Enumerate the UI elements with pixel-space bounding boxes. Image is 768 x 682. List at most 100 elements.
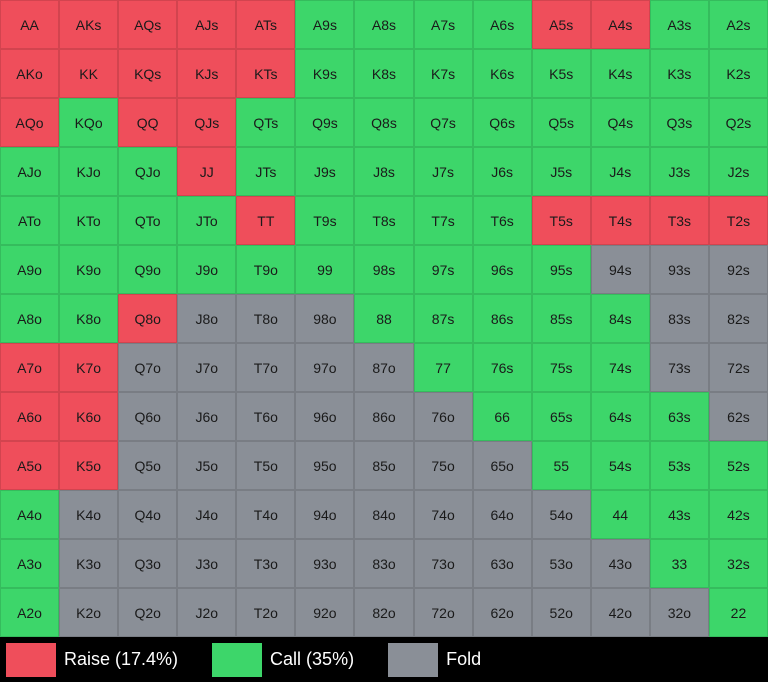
hand-cell-73s: 73s — [650, 343, 709, 392]
hand-cell-A2o: A2o — [0, 588, 59, 637]
hand-cell-A5o: A5o — [0, 441, 59, 490]
hand-cell-A3o: A3o — [0, 539, 59, 588]
legend-swatch-raise — [6, 643, 56, 677]
hand-cell-A8s: A8s — [354, 0, 413, 49]
hand-cell-J2s: J2s — [709, 147, 768, 196]
hand-cell-43o: 43o — [591, 539, 650, 588]
hand-cell-Q4o: Q4o — [118, 490, 177, 539]
hand-cell-A2s: A2s — [709, 0, 768, 49]
hand-cell-AKo: AKo — [0, 49, 59, 98]
hand-cell-K9s: K9s — [295, 49, 354, 98]
hand-cell-A4s: A4s — [591, 0, 650, 49]
hand-cell-A9s: A9s — [295, 0, 354, 49]
hand-cell-AKs: AKs — [59, 0, 118, 49]
hand-cell-JTs: JTs — [236, 147, 295, 196]
hand-cell-KK: KK — [59, 49, 118, 98]
hand-cell-JJ: JJ — [177, 147, 236, 196]
hand-cell-93s: 93s — [650, 245, 709, 294]
hand-cell-A6s: A6s — [473, 0, 532, 49]
hand-cell-83o: 83o — [354, 539, 413, 588]
hand-cell-Q2o: Q2o — [118, 588, 177, 637]
hand-cell-92s: 92s — [709, 245, 768, 294]
hand-cell-QJo: QJo — [118, 147, 177, 196]
hand-cell-52s: 52s — [709, 441, 768, 490]
hand-cell-65o: 65o — [473, 441, 532, 490]
hand-cell-J8s: J8s — [354, 147, 413, 196]
hand-cell-33: 33 — [650, 539, 709, 588]
hand-cell-Q5s: Q5s — [532, 98, 591, 147]
hand-cell-76s: 76s — [473, 343, 532, 392]
hand-cell-53o: 53o — [532, 539, 591, 588]
hand-cell-64o: 64o — [473, 490, 532, 539]
hand-cell-75o: 75o — [414, 441, 473, 490]
hand-cell-AJs: AJs — [177, 0, 236, 49]
hand-cell-J9s: J9s — [295, 147, 354, 196]
hand-cell-95o: 95o — [295, 441, 354, 490]
hand-cell-QTo: QTo — [118, 196, 177, 245]
hand-cell-AJo: AJo — [0, 147, 59, 196]
hand-cell-QTs: QTs — [236, 98, 295, 147]
hand-cell-74o: 74o — [414, 490, 473, 539]
hand-cell-86o: 86o — [354, 392, 413, 441]
hand-cell-KQo: KQo — [59, 98, 118, 147]
hand-cell-T7o: T7o — [236, 343, 295, 392]
hand-cell-J5s: J5s — [532, 147, 591, 196]
hand-cell-J6s: J6s — [473, 147, 532, 196]
hand-cell-QQ: QQ — [118, 98, 177, 147]
legend-swatch-fold — [388, 643, 438, 677]
hand-cell-KTs: KTs — [236, 49, 295, 98]
hand-cell-82s: 82s — [709, 294, 768, 343]
hand-cell-T5o: T5o — [236, 441, 295, 490]
hand-cell-62s: 62s — [709, 392, 768, 441]
hand-cell-K6o: K6o — [59, 392, 118, 441]
hand-cell-J6o: J6o — [177, 392, 236, 441]
hand-cell-K7o: K7o — [59, 343, 118, 392]
hand-cell-K6s: K6s — [473, 49, 532, 98]
hand-cell-J9o: J9o — [177, 245, 236, 294]
hand-cell-Q8o: Q8o — [118, 294, 177, 343]
hand-cell-K5s: K5s — [532, 49, 591, 98]
hand-cell-K5o: K5o — [59, 441, 118, 490]
hand-cell-85o: 85o — [354, 441, 413, 490]
legend-swatch-call — [212, 643, 262, 677]
hand-cell-J8o: J8o — [177, 294, 236, 343]
hand-cell-A8o: A8o — [0, 294, 59, 343]
hand-cell-KJs: KJs — [177, 49, 236, 98]
hand-cell-52o: 52o — [532, 588, 591, 637]
hand-cell-T2o: T2o — [236, 588, 295, 637]
hand-cell-ATs: ATs — [236, 0, 295, 49]
hand-cell-Q6s: Q6s — [473, 98, 532, 147]
hand-cell-32s: 32s — [709, 539, 768, 588]
hand-cell-42o: 42o — [591, 588, 650, 637]
hand-cell-Q3s: Q3s — [650, 98, 709, 147]
hand-cell-T6s: T6s — [473, 196, 532, 245]
hand-cell-K2s: K2s — [709, 49, 768, 98]
hand-cell-K8o: K8o — [59, 294, 118, 343]
hand-cell-K8s: K8s — [354, 49, 413, 98]
hand-cell-97s: 97s — [414, 245, 473, 294]
hand-cell-74s: 74s — [591, 343, 650, 392]
hand-cell-53s: 53s — [650, 441, 709, 490]
hand-cell-T3s: T3s — [650, 196, 709, 245]
hand-cell-K2o: K2o — [59, 588, 118, 637]
hand-cell-J3s: J3s — [650, 147, 709, 196]
hand-cell-42s: 42s — [709, 490, 768, 539]
hand-cell-Q5o: Q5o — [118, 441, 177, 490]
hand-cell-T8o: T8o — [236, 294, 295, 343]
hand-cell-KQs: KQs — [118, 49, 177, 98]
hand-cell-76o: 76o — [414, 392, 473, 441]
hand-cell-82o: 82o — [354, 588, 413, 637]
hand-cell-KJo: KJo — [59, 147, 118, 196]
hand-cell-54o: 54o — [532, 490, 591, 539]
hand-cell-A7s: A7s — [414, 0, 473, 49]
hand-cell-66: 66 — [473, 392, 532, 441]
hand-cell-A6o: A6o — [0, 392, 59, 441]
hand-cell-K4o: K4o — [59, 490, 118, 539]
hand-cell-AQs: AQs — [118, 0, 177, 49]
hand-cell-ATo: ATo — [0, 196, 59, 245]
hand-cell-73o: 73o — [414, 539, 473, 588]
hand-cell-Q8s: Q8s — [354, 98, 413, 147]
hand-cell-TT: TT — [236, 196, 295, 245]
hand-cell-J7o: J7o — [177, 343, 236, 392]
hand-cell-JTo: JTo — [177, 196, 236, 245]
